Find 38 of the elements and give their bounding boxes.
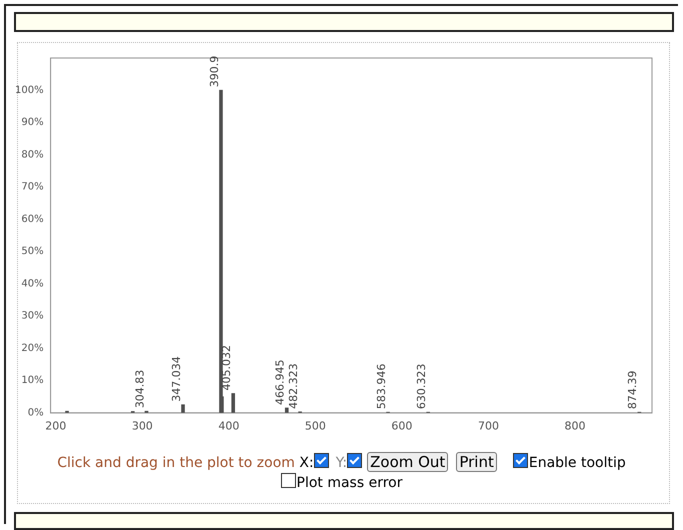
y-tick-label: 0% [28,407,44,418]
text: Print [456,452,497,472]
x-tick-label: 300 [132,419,153,432]
x-tick-label: 500 [304,419,326,432]
y-tick-label: 60% [21,214,44,225]
text: Y: [336,455,348,471]
annotation: 630.323 [415,364,428,410]
annotation: 583.946 [374,364,388,410]
x-tick-label: 400 [218,419,240,432]
text: Click and drag in the plot to zoom [57,455,295,471]
annotation: 874.39 [626,370,640,410]
bar [231,393,236,413]
text: Zoom Out [367,452,448,472]
bar [284,408,289,413]
y-tick-label: 40% [21,278,44,290]
annotation: 482.323 [286,363,300,409]
text: Enable tooltip [528,455,626,471]
x-tick-label: 200 [45,419,66,432]
y-tick-label: 100% [14,84,44,96]
y-tick-label: 70% [21,182,44,193]
y-tick-label: 20% [21,342,44,354]
bar [181,404,185,413]
text: X: [298,455,314,471]
y-tick-label: 10% [21,375,44,386]
x-tick-label: 800 [564,419,586,432]
annotation: 390.9 [208,56,221,88]
text: Plot mass error [296,474,404,493]
y-tick-label: 90% [21,117,44,128]
annotation: 466.945 [274,359,287,405]
x-tick-label: 700 [478,419,499,432]
annotation: 405.032 [220,344,234,390]
y-tick-label: 50% [21,246,44,258]
annotation: 347.034 [170,356,183,402]
y-tick-label: 30% [21,310,44,322]
bar [219,90,223,413]
x-tick-label: 600 [391,419,412,432]
y-tick-label: 80% [21,149,44,160]
annotation: 304.83 [133,370,146,408]
